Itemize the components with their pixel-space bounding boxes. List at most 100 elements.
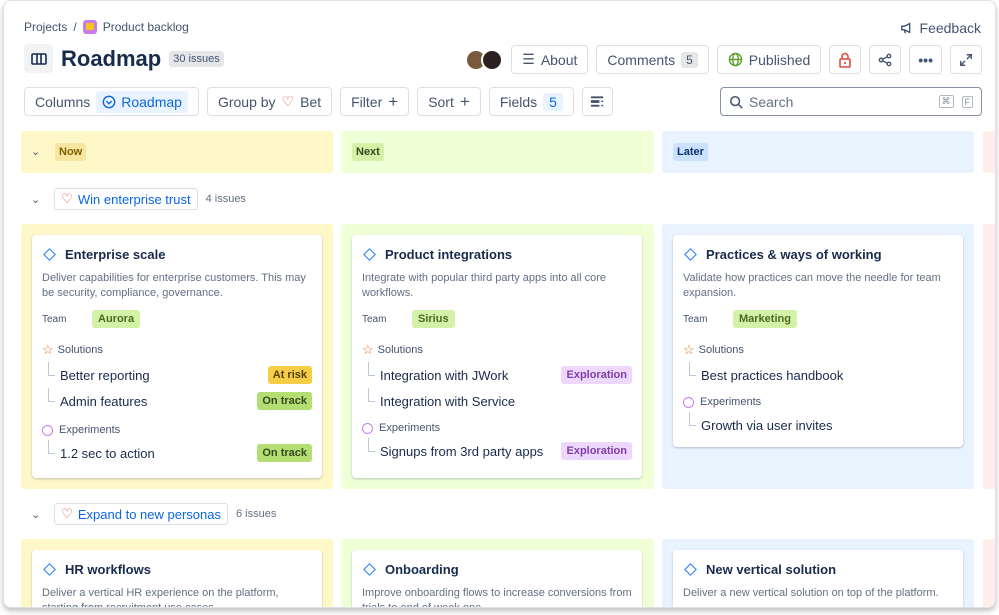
breadcrumb-projects[interactable]: Projects	[24, 20, 68, 34]
fullscreen-button[interactable]	[950, 45, 982, 74]
chevron-down-icon[interactable]: ⌄	[31, 508, 41, 521]
plus-icon: +	[388, 91, 399, 111]
chevron-down-icon[interactable]: ⌄	[31, 193, 41, 206]
group-bet-button[interactable]: ♡ Win enterprise trust	[54, 188, 198, 210]
solution-item[interactable]: Integration with Service	[362, 388, 632, 414]
section-label: Experiments	[700, 396, 762, 408]
card-title: Onboarding	[385, 562, 459, 577]
column-tag: Next	[352, 143, 384, 161]
item-name: Best practices handbook	[701, 367, 844, 383]
column-later: Later	[662, 131, 974, 173]
fields-count: 5	[543, 92, 563, 111]
group-bet-button[interactable]: ♡ Expand to new personas	[54, 503, 228, 525]
circle-icon	[362, 422, 373, 434]
group-count: 4 issues	[205, 193, 246, 205]
idea-card[interactable]: New vertical solution Deliver a new vert…	[673, 550, 963, 607]
card-title: New vertical solution	[706, 562, 837, 577]
columns-button[interactable]: Columns Roadmap	[24, 87, 199, 116]
card-title: Practices & ways of working	[706, 247, 882, 262]
comments-label: Comments	[607, 51, 676, 68]
group-by-value: Bet	[300, 93, 322, 110]
column-tag: Later	[673, 143, 708, 161]
fields-button[interactable]: Fields 5	[488, 87, 574, 116]
comments-count: 5	[681, 51, 698, 68]
search-placeholder: Search	[749, 93, 794, 110]
feedback-button[interactable]: Feedback	[900, 20, 981, 36]
breadcrumb-project[interactable]: Product backlog	[102, 20, 189, 34]
card-title: HR workflows	[65, 562, 151, 577]
cell-overflow	[983, 539, 995, 607]
board-view-icon[interactable]	[24, 44, 53, 73]
team-label: Team	[683, 313, 708, 325]
megaphone-icon	[900, 22, 910, 34]
card-description: Deliver a vertical HR experience on the …	[42, 587, 279, 608]
star-icon: ☆	[362, 342, 374, 357]
breadcrumb-separator: /	[73, 20, 77, 34]
card-title: Product integrations	[385, 247, 513, 262]
idea-card[interactable]: Onboarding Improve onboarding flows to i…	[352, 550, 642, 608]
idea-card[interactable]: Practices & ways of working Validate how…	[673, 235, 963, 447]
issue-count-badge: 30 issues	[169, 50, 224, 67]
chevron-down-icon[interactable]: ⌄	[31, 146, 41, 158]
team-tag: Marketing	[733, 310, 797, 328]
experiment-item[interactable]: Growth via user invites	[683, 412, 953, 438]
idea-card[interactable]: HR workflows Deliver a vertical HR exper…	[32, 550, 322, 608]
idea-icon	[43, 248, 56, 261]
published-label: Published	[748, 51, 811, 68]
section-label: Solutions	[377, 344, 423, 356]
toolbar: Columns Roadmap Group by ♡ Bet Filter + Sort…	[24, 87, 613, 116]
avatar-group[interactable]	[465, 48, 504, 71]
item-name: Integration with Service	[380, 393, 516, 409]
group-label: Win enterprise trust	[77, 191, 191, 207]
card-description: Improve onboarding flows to increase con…	[362, 587, 632, 608]
idea-card[interactable]: Enterprise scale Deliver capabilities fo…	[32, 235, 322, 478]
published-button[interactable]: Published	[716, 45, 822, 74]
column-tag: Now	[55, 143, 87, 161]
restrict-button[interactable]	[829, 45, 862, 74]
heart-icon: ♡	[281, 93, 295, 109]
solution-item[interactable]: Admin features On track	[42, 388, 312, 414]
sort-label: Sort	[428, 93, 454, 110]
lines-icon: ☰	[522, 51, 535, 67]
group-by-button[interactable]: Group by ♡ Bet	[206, 87, 333, 116]
sort-button[interactable]: Sort +	[417, 87, 481, 116]
card-description: Integrate with popular third party apps …	[362, 272, 606, 299]
share-button[interactable]	[869, 45, 902, 74]
roadmap-window: Projects / Product backlog Feedback Road…	[3, 0, 996, 608]
filter-button[interactable]: Filter +	[340, 87, 410, 116]
idea-icon	[684, 563, 697, 576]
experiment-item[interactable]: 1.2 sec to action On track	[42, 440, 312, 466]
item-name: Better reporting	[60, 367, 150, 383]
shortcut-key: F	[961, 95, 973, 108]
search-input[interactable]: Search ⌘ F	[720, 87, 982, 116]
team-label: Team	[362, 313, 387, 325]
idea-card[interactable]: Product integrations Integrate with popu…	[352, 235, 642, 478]
comments-button[interactable]: Comments 5	[596, 45, 709, 74]
density-button[interactable]	[581, 87, 613, 116]
experiment-item[interactable]: Signups from 3rd party apps Exploration	[362, 438, 632, 464]
idea-icon	[684, 248, 697, 261]
idea-icon	[363, 248, 376, 261]
card-description: Validate how practices can move the need…	[683, 272, 941, 299]
filter-label: Filter	[351, 93, 383, 110]
section-label: Experiments	[59, 424, 121, 436]
header-actions: ☰ About Comments 5 Published •••	[465, 45, 982, 74]
page-title: Roadmap	[61, 45, 162, 71]
solution-item[interactable]: Best practices handbook	[683, 362, 953, 388]
status-badge: At risk	[267, 366, 312, 384]
lock-icon	[839, 52, 852, 68]
heart-icon: ♡	[61, 506, 73, 521]
card-description: Deliver a new vertical solution on top o…	[683, 587, 939, 599]
search-icon	[729, 95, 743, 109]
group-count: 6 issues	[235, 508, 277, 520]
item-name: Growth via user invites	[701, 417, 833, 433]
about-button[interactable]: ☰ About	[511, 45, 589, 74]
more-button[interactable]: •••	[909, 45, 942, 74]
group-header: ⌄ ♡ Expand to new personas 6 issues	[31, 503, 276, 525]
status-badge: Exploration	[561, 442, 632, 460]
column-next: Next	[341, 131, 654, 173]
column-now: ⌄ Now	[21, 131, 333, 173]
solution-item[interactable]: Integration with JWork Exploration	[362, 362, 632, 388]
globe-icon	[728, 52, 743, 67]
solution-item[interactable]: Better reporting At risk	[42, 362, 312, 388]
